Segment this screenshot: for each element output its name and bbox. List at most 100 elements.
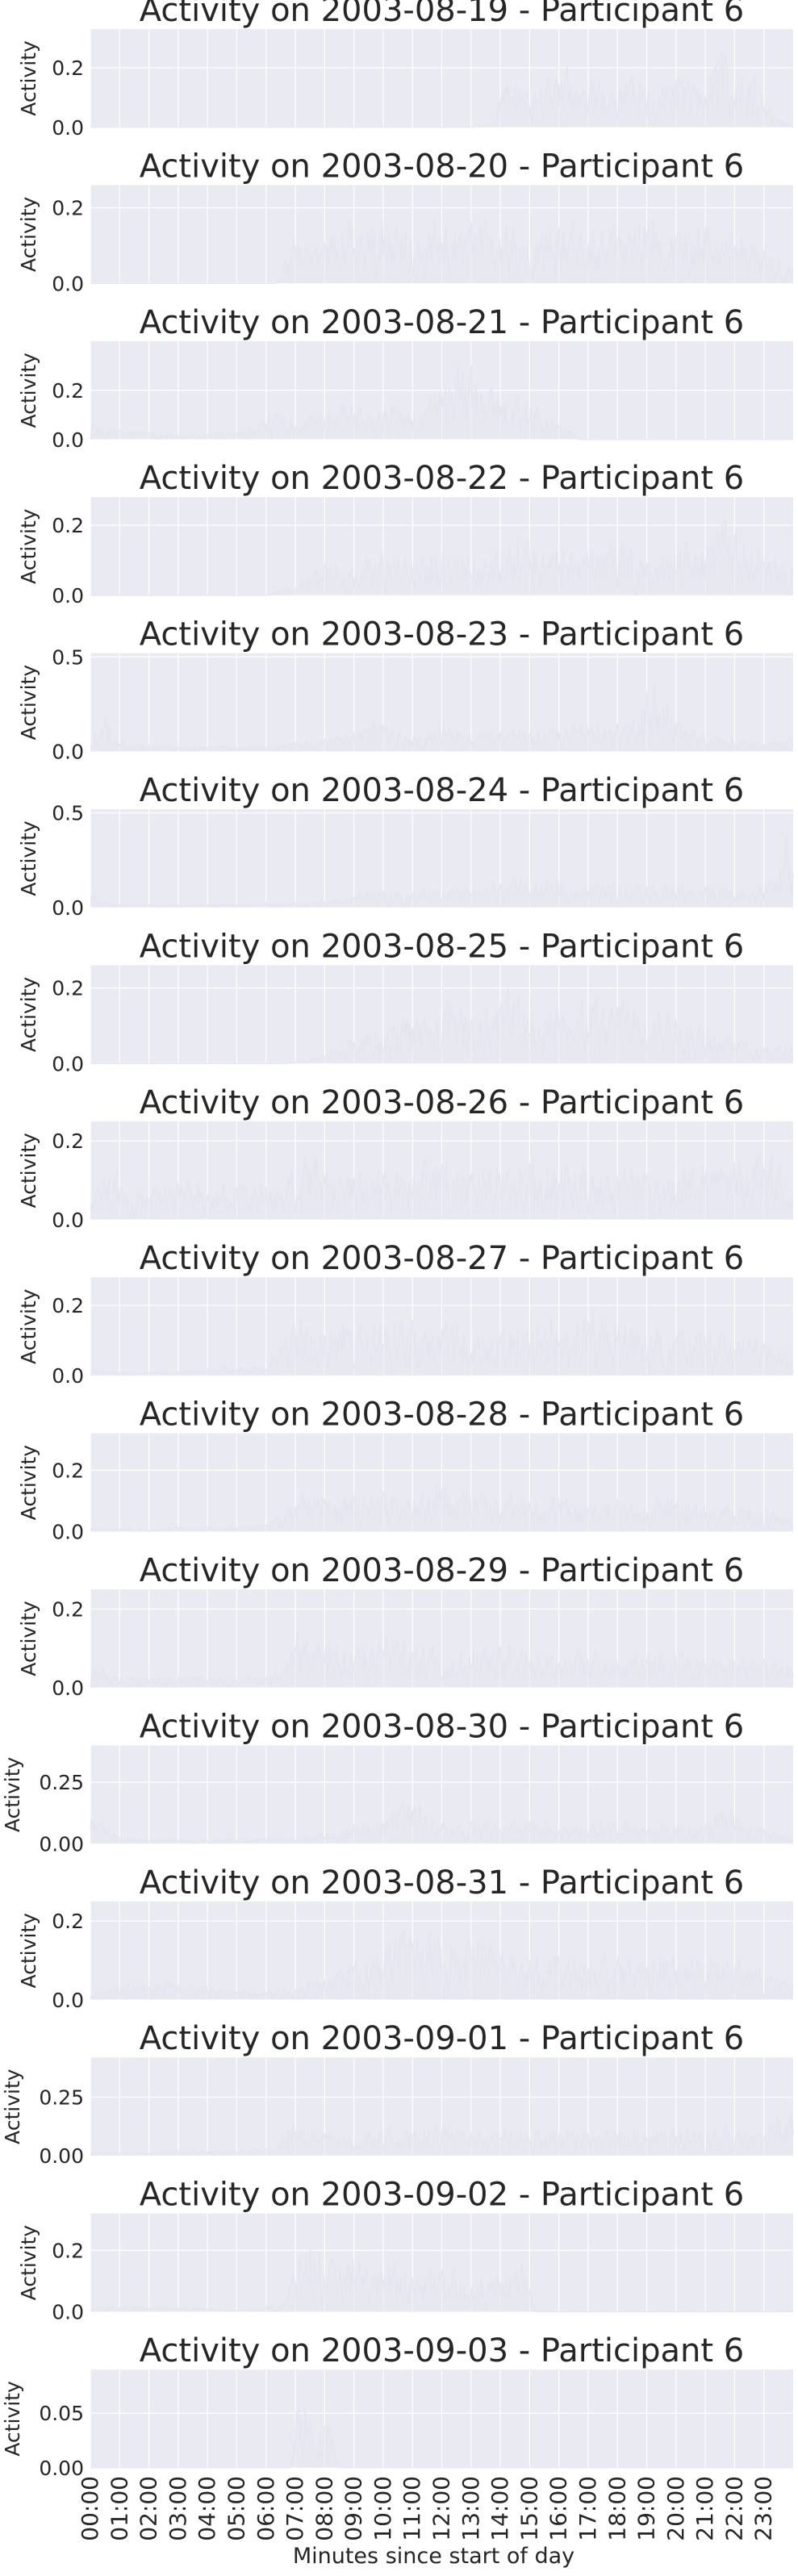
activity-area	[90, 1631, 793, 1688]
subplot-title: Activity on 2003-08-27 - Participant 6	[140, 1240, 744, 1277]
activity-line	[90, 1151, 794, 1221]
y-tick-label: 0.0	[52, 584, 84, 607]
y-axis-label: Activity	[17, 40, 40, 116]
subplot-title: Activity on 2003-09-03 - Participant 6	[140, 2332, 744, 2369]
x-tick-label: 21:00	[691, 2476, 718, 2541]
subplot-title: Activity on 2003-08-24 - Participant 6	[140, 772, 744, 809]
activity-line	[90, 2404, 793, 2469]
y-tick-label: 0.0	[52, 1052, 84, 1075]
x-tick-label: 23:00	[750, 2476, 777, 2541]
y-tick-label: 0.0	[52, 428, 84, 452]
x-tick-label: 08:00	[311, 2476, 337, 2541]
y-tick-label: 0.0	[52, 1521, 84, 1544]
y-axis-label: Activity	[17, 2225, 40, 2301]
y-axis-label: Activity	[1, 2381, 24, 2457]
y-axis-label: Activity	[17, 353, 40, 428]
activity-line	[90, 683, 794, 753]
subplot-title: Activity on 2003-08-19 - Participant 6	[140, 0, 744, 29]
x-tick-label: 01:00	[106, 2476, 132, 2541]
y-axis-label: Activity	[17, 976, 40, 1052]
y-tick-label: 0.05	[39, 2402, 84, 2425]
x-tick-label: 02:00	[136, 2476, 162, 2541]
activity-area	[90, 1151, 793, 1220]
activity-area	[90, 518, 793, 596]
subplot-title: Activity on 2003-08-30 - Participant 6	[140, 1708, 744, 1745]
y-axis-label: Activity	[17, 1601, 40, 1676]
y-tick-label: 0.2	[52, 2239, 84, 2262]
y-tick-label: 0.2	[52, 56, 84, 80]
subplot-7: Activity on 2003-08-25 - Participant 6 0.…	[17, 928, 794, 1075]
subplot-11: Activity on 2003-08-29 - Participant 6 0.…	[17, 1552, 794, 1700]
activity-line	[90, 2247, 793, 2313]
subplot-15: Activity on 2003-09-02 - Participant 6 0.…	[17, 2177, 793, 2324]
y-tick-label: 0.5	[52, 645, 84, 669]
x-tick-label: 14:00	[487, 2476, 513, 2541]
activity-area	[90, 1927, 793, 2000]
y-tick-label: 0.0	[52, 272, 84, 295]
activity-line	[90, 218, 794, 284]
x-tick-label: 17:00	[574, 2476, 601, 2541]
subplot-9: Activity on 2003-08-27 - Participant 6 0.…	[17, 1240, 794, 1388]
x-tick-label: 11:00	[399, 2476, 425, 2541]
subplot-13: Activity on 2003-08-31 - Participant 6 0.…	[17, 1864, 794, 2012]
subplot-2: Activity on 2003-08-20 - Participant 6 0.…	[17, 148, 794, 295]
y-tick-label: 0.0	[52, 896, 84, 920]
y-tick-label: 0.2	[52, 197, 84, 220]
subplot-12: Activity on 2003-08-30 - Participant 6 0.…	[1, 1708, 794, 1856]
activity-area	[90, 1484, 793, 1532]
subplot-title: Activity on 2003-08-20 - Participant 6	[140, 148, 744, 185]
y-axis-label: Activity	[1, 1756, 24, 1832]
subplot-6: Activity on 2003-08-24 - Participant 6 0.…	[17, 772, 794, 920]
activity-line	[90, 518, 794, 596]
x-axis-label: Minutes since start of day	[293, 2544, 574, 2569]
y-axis-label: Activity	[17, 1913, 40, 1989]
activity-area	[90, 49, 793, 127]
x-tick-label: 05:00	[223, 2476, 249, 2541]
activity-line	[90, 987, 794, 1064]
activity-line	[90, 2112, 794, 2156]
y-tick-label: 0.0	[52, 116, 84, 140]
y-tick-label: 0.5	[52, 802, 84, 825]
y-tick-label: 0.0	[52, 1364, 84, 1388]
x-tick-label: 16:00	[545, 2476, 572, 2541]
subplot-title: Activity on 2003-08-21 - Participant 6	[140, 304, 744, 341]
activity-line	[90, 49, 794, 128]
activity-line	[90, 1927, 794, 2001]
subplot-title: Activity on 2003-08-28 - Participant 6	[140, 1397, 744, 1434]
subplot-1: Activity on 2003-08-19 - Participant 6 0.…	[17, 0, 794, 140]
y-tick-label: 0.0	[52, 1676, 84, 1700]
y-tick-label: 0.0	[52, 1989, 84, 2012]
x-tick-label: 07:00	[282, 2476, 308, 2541]
activity-area	[90, 683, 793, 752]
y-tick-label: 0.25	[39, 2086, 84, 2110]
subplot-title: Activity on 2003-08-25 - Participant 6	[140, 928, 744, 965]
activity-area	[90, 2112, 793, 2156]
y-axis-label: Activity	[1, 2069, 24, 2144]
subplot-title: Activity on 2003-08-31 - Participant 6	[140, 1864, 744, 1902]
y-tick-label: 0.2	[52, 1459, 84, 1482]
y-tick-label: 0.2	[52, 379, 84, 403]
activity-line	[90, 362, 793, 440]
activity-line	[90, 1631, 794, 1689]
y-tick-label: 0.2	[52, 977, 84, 1000]
y-tick-label: 0.2	[52, 1910, 84, 1933]
subplot-4: Activity on 2003-08-22 - Participant 6 0.…	[17, 460, 794, 607]
y-tick-label: 0.0	[52, 741, 84, 764]
y-axis-label: Activity	[17, 1445, 40, 1521]
x-tick-label: 09:00	[341, 2476, 367, 2541]
x-tick-label: 10:00	[370, 2476, 396, 2541]
x-tick-label: 22:00	[721, 2476, 747, 2541]
x-tick-label: 03:00	[165, 2476, 191, 2541]
y-axis-label: Activity	[17, 508, 40, 584]
x-tick-label: 12:00	[428, 2476, 455, 2541]
subplot-title: Activity on 2003-09-02 - Participant 6	[140, 2177, 744, 2214]
activity-area	[90, 987, 793, 1064]
y-axis-label: Activity	[17, 820, 40, 896]
x-tick-label: 06:00	[253, 2476, 279, 2541]
activity-area	[90, 1311, 793, 1376]
x-tick-label: 19:00	[633, 2476, 660, 2541]
activity-area	[90, 834, 793, 908]
subplot-title: Activity on 2003-08-23 - Participant 6	[140, 616, 744, 653]
